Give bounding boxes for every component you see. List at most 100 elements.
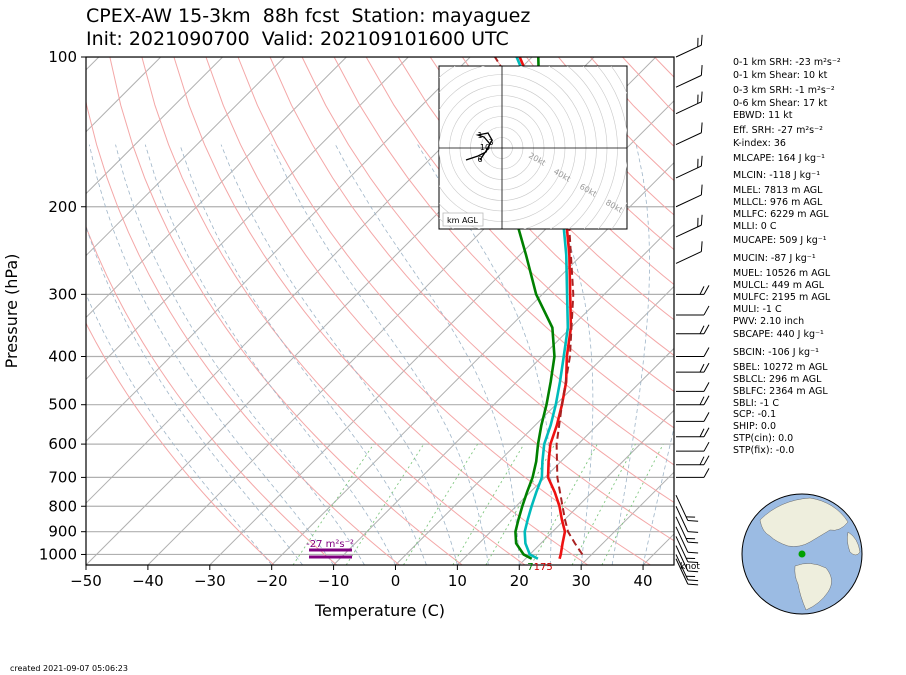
isotherm [518,409,674,565]
dry-adiabat [365,57,674,392]
hodograph-height-label: 3 [488,138,493,147]
moist-adiabat [88,144,334,565]
index-line: MLLCL: 976 m AGL [733,197,823,208]
index-line: STP(fix): -0.0 [733,445,795,456]
wind-barb [675,545,699,573]
wind-barb [675,516,699,544]
wind-barb [676,412,710,422]
index-line: MLEL: 7813 m AGL [733,185,823,196]
wind-barb [676,324,710,335]
wind-barb [676,285,710,295]
index-line: STP(cin): 0.0 [733,433,794,444]
moist-adiabat [611,144,650,565]
y-tick-label: 600 [48,435,77,453]
wind-barb [676,468,710,478]
knot-label: knot [680,562,700,572]
mixing-ratio-line [485,443,556,565]
dry-adiabat [397,57,674,357]
index-line: MULCL: 449 m AGL [733,280,825,291]
dry-adiabat [237,57,674,542]
dry-adiabat [429,57,674,321]
moist-adiabat [522,144,594,565]
index-line: MULFC: 2195 m AGL [733,292,831,303]
dry-adiabat [86,99,400,565]
y-tick-label: 200 [48,198,77,216]
chart-title-line1: CPEX-AW 15-3km 88h fcst Station: mayague… [86,5,531,27]
dry-adiabat [86,322,275,565]
wind-barb [676,305,710,316]
index-line: SBLCL: 296 m AGL [733,374,822,385]
x-axis-label: Temperature (C) [314,601,445,620]
wind-barb [675,91,703,115]
x-tick-label: 40 [634,572,653,590]
wind-barb [675,526,699,554]
moist-adiabat [417,144,552,565]
index-line: MLCAPE: 164 J kg⁻¹ [733,153,825,164]
globe-inset [741,493,863,615]
index-line: MUEL: 10526 m AGL [733,268,831,279]
mixing-ratio-line [571,443,636,565]
index-line: PWV: 2.10 inch [733,316,805,327]
dry-adiabat [109,57,463,565]
index-line: 0-1 km SRH: -23 m²s⁻² [733,57,841,68]
hodograph-height-label: 10 [480,143,490,152]
index-line: 0-1 km Shear: 10 kt [733,70,828,81]
lcl-lfc-label: 7175 [527,562,552,573]
axes: −50 −40 −30 −20 −10 0 10 20 30 40 1000 900 800 700 600… [39,48,653,590]
y-tick-label: 300 [48,285,77,303]
wind-barb [676,427,710,438]
hodograph-trace [465,132,493,161]
index-line: MLCIN: -118 J kg⁻¹ [733,170,821,181]
moist-adiabat [642,426,674,565]
created-timestamp: created 2021-09-07 05:06:23 [10,664,128,673]
dry-adiabat [141,57,526,565]
index-line: EBWD: 11 kt [733,110,793,121]
wind-barb [675,494,699,522]
y-tick-label: 1000 [39,545,77,563]
wind-barb [675,184,703,208]
moist-adiabat [115,144,365,565]
index-line: MUCIN: -87 J kg⁻¹ [733,253,816,264]
wind-barb [675,241,703,264]
hodograph-frame [438,65,628,230]
y-tick-label: 800 [48,497,77,515]
wind-barb [675,155,703,179]
moist-adiabat [144,144,396,565]
y-axis-label: Pressure (hPa) [2,254,21,369]
moist-adiabat [86,225,303,565]
index-line: K-index: 36 [733,138,786,149]
wind-barb [676,441,710,452]
x-tick-label: 30 [572,572,591,590]
wind-barb [676,362,710,373]
dry-adiabat [333,57,674,429]
x-tick-label: −10 [318,572,350,590]
wind-barb [675,122,703,146]
wind-barb [676,455,710,466]
isotherm [86,57,223,195]
isotherm [86,57,285,257]
wind-barb [675,506,699,533]
wind-barb [675,65,703,88]
isotherm [333,223,674,565]
mixing-ratio-line [345,443,425,565]
mixing-ratio-line [601,443,664,565]
index-line: SHIP: 0.0 [733,421,777,432]
x-tick-label: −30 [194,572,226,590]
hodograph-height-label: 1 [477,131,482,140]
x-tick-label: −50 [70,572,102,590]
dry-adiabat [461,57,674,286]
dry-adiabat [205,57,651,565]
x-tick-label: −40 [132,572,164,590]
hodograph-label-box [442,212,484,227]
wind-barb [675,34,703,58]
index-line: 0-3 km SRH: -1 m²s⁻² [733,85,835,96]
x-tick-label: 10 [448,572,467,590]
y-tick-label: 700 [48,468,77,486]
index-line: Eff. SRH: -27 m²s⁻² [733,125,823,136]
wind-barb [676,382,710,392]
isotherm [395,285,674,565]
y-tick-label: 400 [48,348,77,366]
dry-adiabat [269,57,674,504]
x-tick-label: 20 [510,572,529,590]
